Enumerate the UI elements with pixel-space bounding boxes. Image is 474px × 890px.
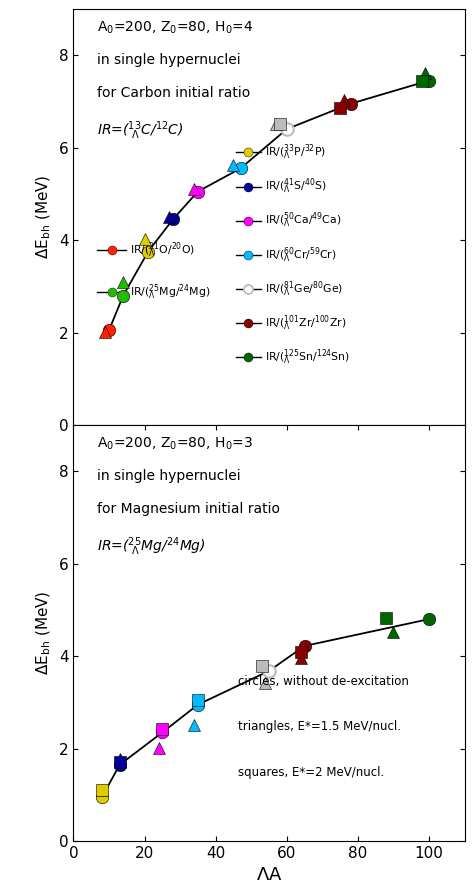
Text: IR/($^{50}_{\Lambda}$Ca/$^{49}$Ca): IR/($^{50}_{\Lambda}$Ca/$^{49}$Ca) [265,211,341,231]
Text: IR/($^{81}_{\Lambda}$Ge/$^{80}$Ge): IR/($^{81}_{\Lambda}$Ge/$^{80}$Ge) [265,279,343,299]
Text: IR/($^{60}_{\Lambda}$Cr/$^{59}$Cr): IR/($^{60}_{\Lambda}$Cr/$^{59}$Cr) [265,245,337,264]
Text: for Magnesium initial ratio: for Magnesium initial ratio [97,502,280,516]
Text: IR=($^{25}_{\ \Lambda}$Mg/$^{24}$Mg): IR=($^{25}_{\ \Lambda}$Mg/$^{24}$Mg) [97,535,206,558]
Text: circles, without de-excitation: circles, without de-excitation [237,675,409,688]
Text: A$_0$=200, Z$_0$=80, H$_0$=4: A$_0$=200, Z$_0$=80, H$_0$=4 [97,20,253,36]
Text: squares, E*=2 MeV/nucl.: squares, E*=2 MeV/nucl. [237,766,384,779]
Text: IR/($^{101}_{\Lambda}$Zr/$^{100}$Zr): IR/($^{101}_{\Lambda}$Zr/$^{100}$Zr) [265,313,346,333]
Text: triangles, E*=1.5 MeV/nucl.: triangles, E*=1.5 MeV/nucl. [237,720,401,733]
Text: for Carbon initial ratio: for Carbon initial ratio [97,85,250,100]
Text: IR/($^{33}_{\Lambda}$P/$^{32}$P): IR/($^{33}_{\Lambda}$P/$^{32}$P) [265,142,326,162]
Text: IR/($^{21}_{\Lambda}$O/$^{20}$O): IR/($^{21}_{\Lambda}$O/$^{20}$O) [130,240,195,260]
Text: in single hypernuclei: in single hypernuclei [97,469,241,482]
Text: IR/($^{125}_{\Lambda}$Sn/$^{124}$Sn): IR/($^{125}_{\Lambda}$Sn/$^{124}$Sn) [265,347,350,367]
Text: in single hypernuclei: in single hypernuclei [97,53,241,67]
Text: IR/($^{41}_{\Lambda}$S/$^{40}$S): IR/($^{41}_{\Lambda}$S/$^{40}$S) [265,177,327,197]
Text: IR=($^{13}_{\ \Lambda}$C/$^{12}$C): IR=($^{13}_{\ \Lambda}$C/$^{12}$C) [97,119,183,142]
Y-axis label: $\Delta$E$_{\rm bh}$ (MeV): $\Delta$E$_{\rm bh}$ (MeV) [35,591,53,676]
X-axis label: $\Lambda$A: $\Lambda$A [256,867,282,885]
Text: A$_0$=200, Z$_0$=80, H$_0$=3: A$_0$=200, Z$_0$=80, H$_0$=3 [97,435,253,452]
Text: IR/($^{25}_{\Lambda}$Mg/$^{24}$Mg): IR/($^{25}_{\Lambda}$Mg/$^{24}$Mg) [130,282,210,302]
Y-axis label: $\Delta$E$_{\rm bh}$ (MeV): $\Delta$E$_{\rm bh}$ (MeV) [35,174,53,259]
